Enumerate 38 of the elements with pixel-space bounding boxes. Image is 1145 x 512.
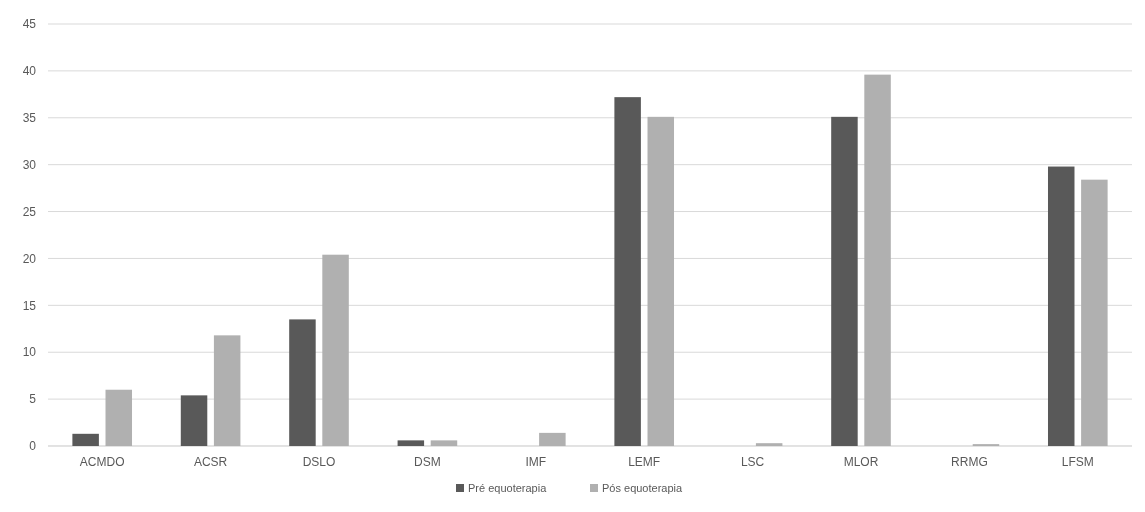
y-tick-label: 0 bbox=[29, 439, 37, 454]
bar bbox=[72, 433, 99, 446]
bar bbox=[1047, 166, 1075, 446]
y-tick-label: 10 bbox=[22, 345, 37, 360]
x-tick-label: ACMDO bbox=[79, 455, 125, 469]
bar bbox=[755, 443, 783, 446]
bar bbox=[614, 97, 641, 446]
bar bbox=[322, 254, 349, 446]
x-tick-label: ACSR bbox=[193, 455, 228, 469]
x-tick-label: LFSM bbox=[1061, 455, 1094, 469]
x-tick-label: MLOR bbox=[843, 455, 879, 469]
x-tick-label: RRMG bbox=[951, 455, 988, 469]
legend-label: Pré equoterapia bbox=[468, 482, 548, 494]
x-tick-label: DSM bbox=[414, 455, 441, 469]
bar bbox=[864, 74, 891, 446]
bar bbox=[647, 116, 675, 446]
x-tick-label: LEMF bbox=[628, 455, 661, 469]
y-tick-label: 20 bbox=[22, 251, 37, 266]
y-tick-label: 40 bbox=[22, 64, 37, 79]
y-tick-label: 25 bbox=[22, 204, 37, 219]
x-tick-label: LSC bbox=[740, 455, 765, 469]
bar bbox=[397, 440, 425, 446]
bar bbox=[213, 335, 241, 446]
bar bbox=[105, 389, 133, 446]
y-tick-label: 35 bbox=[22, 110, 37, 125]
x-tick-label: IMF bbox=[525, 455, 547, 469]
x-tick-label: DSLO bbox=[302, 455, 336, 469]
y-tick-label: 15 bbox=[22, 298, 37, 313]
bar bbox=[180, 395, 208, 446]
y-tick-label: 5 bbox=[29, 392, 37, 407]
y-tick-label: 30 bbox=[22, 157, 37, 172]
bar bbox=[1081, 179, 1108, 446]
bar bbox=[289, 319, 316, 446]
bar bbox=[430, 440, 458, 446]
bar bbox=[539, 432, 566, 446]
y-tick-label: 45 bbox=[22, 17, 37, 32]
bar bbox=[831, 116, 858, 446]
legend-label: Pós equoterapia bbox=[602, 482, 683, 494]
